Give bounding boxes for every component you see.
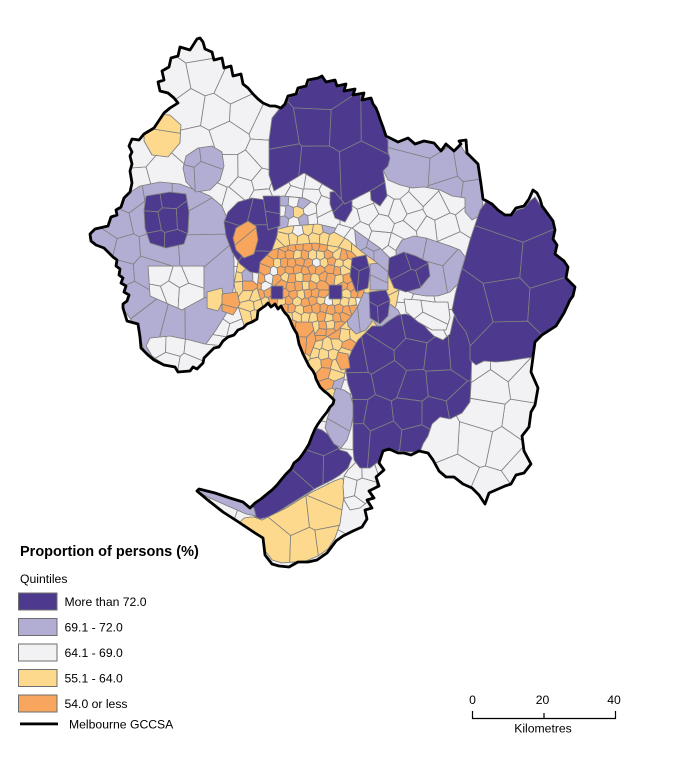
svg-text:Kilometres: Kilometres xyxy=(514,722,572,736)
svg-text:More than 72.0: More than 72.0 xyxy=(65,595,147,609)
svg-text:64.1 - 69.0: 64.1 - 69.0 xyxy=(65,646,123,660)
svg-text:Melbourne GCCSA: Melbourne GCCSA xyxy=(69,718,174,732)
svg-text:54.0 or less: 54.0 or less xyxy=(65,697,128,711)
svg-text:20: 20 xyxy=(536,693,550,707)
svg-text:0: 0 xyxy=(469,693,476,707)
svg-text:40: 40 xyxy=(607,693,621,707)
svg-text:69.1 - 72.0: 69.1 - 72.0 xyxy=(65,621,123,635)
svg-text:Proportion of persons (%): Proportion of persons (%) xyxy=(20,544,199,560)
svg-text:55.1 - 64.0: 55.1 - 64.0 xyxy=(65,672,123,686)
svg-text:Quintiles: Quintiles xyxy=(20,572,67,586)
